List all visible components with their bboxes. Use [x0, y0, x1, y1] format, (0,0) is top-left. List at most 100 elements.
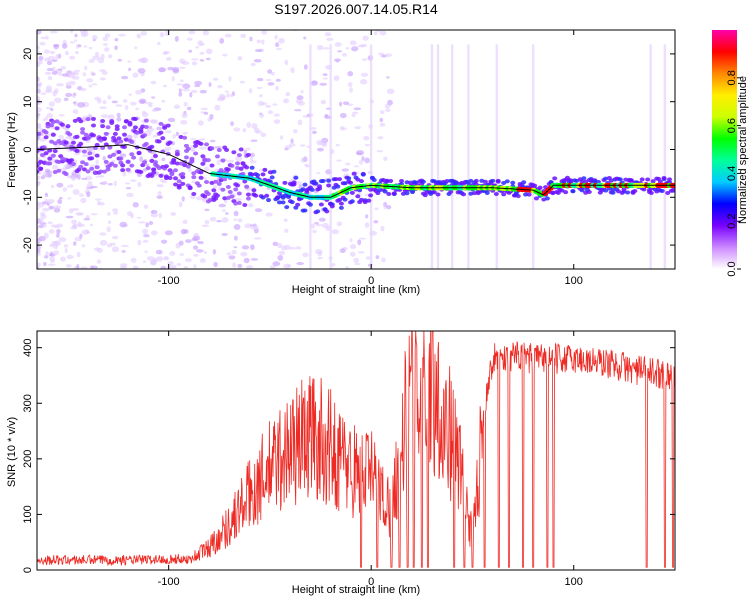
spectrogram-noise-cell	[255, 130, 262, 134]
spectrogram-band-cell	[142, 160, 148, 165]
spectrogram-noise-cell	[72, 94, 76, 98]
spectrogram-noise-cell	[77, 221, 82, 228]
spectrogram-band-cell	[276, 200, 282, 205]
spectrogram-noise-cell	[148, 103, 153, 108]
spectrogram-band-cell	[225, 184, 231, 189]
spectrogram-band-cell	[473, 178, 479, 183]
spectrogram-ytick-label: -10	[22, 189, 34, 205]
spectrogram-noise-cell	[182, 219, 188, 225]
spectrogram-noise-cell	[51, 70, 58, 76]
spectrogram-noise-cell	[37, 253, 42, 256]
spectrogram-noise-cell	[61, 73, 69, 77]
spectrogram-noise-cell	[143, 204, 149, 209]
spectrogram-band-cell	[136, 151, 142, 156]
spectrogram-band-cell	[209, 163, 215, 168]
spectrogram-band-cell	[107, 145, 113, 150]
spectrogram-noise-cell	[148, 220, 154, 226]
spectrogram-band-cell	[358, 197, 364, 202]
spectrogram-band-cell	[107, 154, 113, 159]
spectrogram-noise-cell	[60, 256, 66, 262]
spectrogram-band-cell	[253, 193, 259, 198]
spectrogram-noise-cell	[221, 233, 228, 237]
spectrogram-band-cell	[183, 143, 189, 148]
spectrogram-noise-cell	[51, 59, 58, 62]
spectrogram-noise-cell	[138, 221, 146, 224]
spectrogram-noise-cell	[137, 181, 142, 187]
spectrogram-noise-cell	[216, 159, 221, 165]
spectrogram-noise-cell	[357, 44, 365, 48]
spectrogram-band-cell	[404, 180, 410, 185]
spectrogram-noise-cell	[101, 70, 108, 76]
spectrogram-band-cell	[80, 130, 86, 135]
spectrogram-noise-cell	[122, 98, 128, 103]
spectrogram-band-cell	[101, 136, 107, 141]
spectrogram-noise-cell	[141, 110, 147, 114]
spectrogram-band-cell	[60, 122, 66, 127]
spectrogram-band-cell	[121, 144, 127, 149]
spectrogram-band-cell	[47, 148, 53, 153]
spectrogram-noise-cell	[52, 164, 59, 170]
spectrogram-band-cell	[185, 164, 191, 169]
spectrogram-band-cell	[244, 165, 250, 170]
spectrogram-noise-cell	[261, 30, 268, 35]
spectrogram-noise-cell	[49, 243, 55, 248]
spectrogram-noise-cell	[37, 50, 41, 54]
spectrogram-noise-cell	[66, 254, 74, 260]
spectrogram-noise-cell	[183, 266, 189, 269]
spectrogram-noise-cell	[37, 76, 40, 83]
spectrogram-noise-cell	[208, 82, 212, 88]
spectrogram-band-cell	[47, 156, 53, 161]
spectrogram-noise-cell	[97, 99, 102, 104]
spectrogram-noise-cell	[37, 81, 43, 87]
spectrogram-noise-cell	[47, 201, 53, 204]
spectrogram-noise-cell	[42, 224, 47, 228]
spectrogram-noise-cell	[342, 101, 350, 105]
spectrogram-noise-cell	[80, 87, 87, 92]
spectrogram-band-cell	[196, 183, 202, 188]
snr-xtick-label: 100	[565, 576, 583, 588]
spectrogram-band-cell	[515, 194, 521, 199]
spectrogram-noise-cell	[318, 217, 326, 222]
spectrogram-band-cell	[143, 118, 149, 123]
spectrogram-noise-cell	[99, 232, 107, 236]
colorbar-scale	[712, 30, 737, 269]
spectrogram-noise-cell	[186, 37, 193, 41]
spectrogram-noise-cell	[44, 116, 49, 121]
snr-panel: -100 0 100 0 100 200 300 400 Height of straight…	[6, 330, 676, 596]
spectrogram-noise-cell	[334, 42, 342, 47]
spectrogram-noise-cell	[43, 255, 49, 259]
spectrogram-band-cell	[295, 202, 301, 207]
spectrogram-band-cell	[490, 178, 496, 183]
spectrogram-noise-cell	[303, 36, 307, 40]
spectrogram-noise-cell	[111, 100, 119, 104]
spectrogram-noise-cell	[181, 112, 188, 119]
spectrogram-noise-cell	[86, 191, 91, 198]
spectrogram-band-cell	[101, 169, 107, 174]
spectrogram-band-cell	[309, 187, 315, 192]
spectrogram-band-cell	[368, 187, 374, 192]
spectrogram-noise-cell	[66, 185, 71, 188]
spectrogram-noise-cell	[226, 159, 235, 163]
spectrogram-noise-cell	[197, 240, 204, 245]
spectrogram-noise-cell	[96, 248, 103, 253]
spectrogram-noise-cell	[46, 68, 55, 72]
spectrogram-noise-cell	[233, 218, 237, 221]
spectrogram-band-cell	[120, 163, 126, 168]
spectrogram-noise-cell	[197, 40, 204, 47]
spectrogram-noise-cell	[102, 156, 106, 161]
spectrogram-noise-cell	[71, 71, 80, 76]
spectrogram-band-cell	[85, 169, 91, 174]
spectrogram-noise-cell	[218, 203, 227, 208]
spectrogram-noise-cell	[380, 225, 385, 232]
spectrogram-noise-cell	[199, 258, 206, 263]
spectrogram-band-cell	[410, 190, 416, 195]
spectrogram-noise-cell	[198, 138, 206, 141]
spectrogram-band-cell	[610, 190, 616, 195]
spectrogram-noise-cell	[87, 181, 93, 184]
spectrogram-noise-cell	[199, 89, 207, 94]
spectrogram-band-cell	[625, 190, 631, 195]
spectrogram-band-cell	[313, 181, 319, 186]
spectrogram-noise-cell	[183, 101, 188, 107]
spectrogram-noise-cell	[280, 135, 284, 140]
spectrogram-noise-cell	[237, 263, 243, 268]
